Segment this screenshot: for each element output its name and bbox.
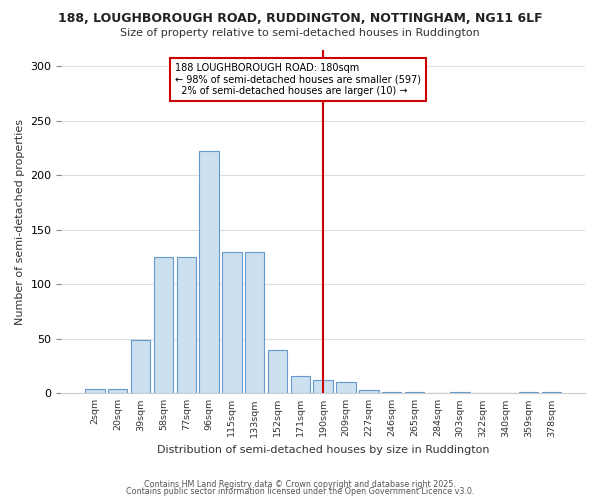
Bar (519, 392, 538, 394)
Bar (199, 152, 219, 394)
X-axis label: Distribution of semi-detached houses by size in Ruddington: Distribution of semi-detached houses by … (157, 445, 490, 455)
Bar (108, 389, 127, 394)
Bar (290, 376, 310, 394)
Bar (222, 252, 242, 394)
Text: Size of property relative to semi-detached houses in Ruddington: Size of property relative to semi-detach… (120, 28, 480, 38)
Y-axis label: Number of semi-detached properties: Number of semi-detached properties (15, 118, 25, 324)
Bar (131, 340, 150, 394)
Bar (382, 392, 401, 394)
Bar (542, 392, 561, 394)
Bar (359, 390, 379, 394)
Bar (451, 392, 470, 394)
Text: 188, LOUGHBOROUGH ROAD, RUDDINGTON, NOTTINGHAM, NG11 6LF: 188, LOUGHBOROUGH ROAD, RUDDINGTON, NOTT… (58, 12, 542, 26)
Bar (85, 389, 104, 394)
Bar (337, 382, 356, 394)
Bar (268, 350, 287, 394)
Bar (405, 392, 424, 394)
Text: Contains public sector information licensed under the Open Government Licence v3: Contains public sector information licen… (126, 488, 474, 496)
Bar (313, 380, 333, 394)
Text: Contains HM Land Registry data © Crown copyright and database right 2025.: Contains HM Land Registry data © Crown c… (144, 480, 456, 489)
Text: 188 LOUGHBOROUGH ROAD: 180sqm
← 98% of semi-detached houses are smaller (597)
  : 188 LOUGHBOROUGH ROAD: 180sqm ← 98% of s… (175, 63, 421, 96)
Bar (154, 257, 173, 394)
Bar (245, 252, 265, 394)
Bar (176, 257, 196, 394)
